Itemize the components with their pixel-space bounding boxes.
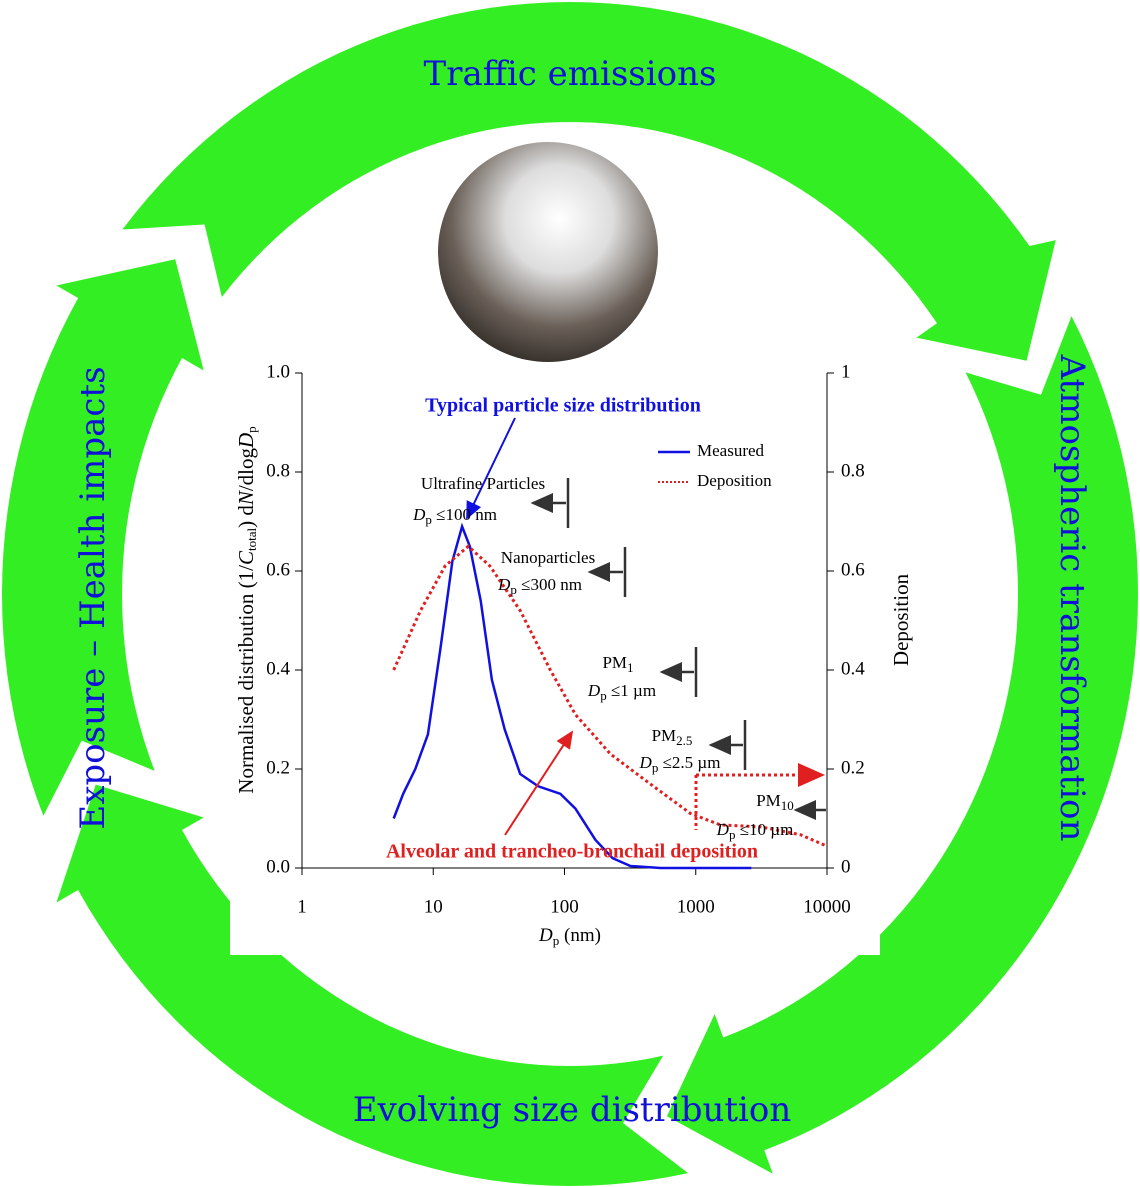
y2-tick-label: 1 bbox=[841, 361, 851, 382]
y2-tick-label: 0.2 bbox=[841, 757, 865, 778]
legend-entry: Measured bbox=[697, 441, 765, 460]
y2-axis-label: Deposition bbox=[889, 573, 913, 666]
size-limit: Dp ≤100 nm bbox=[412, 505, 497, 527]
y-tick-label: 0.0 bbox=[266, 856, 290, 877]
size-class: Ultrafine Particles bbox=[421, 474, 545, 493]
size-limit: Dp ≤1 µm bbox=[587, 681, 656, 703]
y2-tick-label: 0.6 bbox=[841, 559, 865, 580]
x-tick-label: 100 bbox=[550, 896, 579, 917]
y-tick-label: 0.8 bbox=[266, 460, 290, 481]
x-tick-label: 10 bbox=[424, 896, 443, 917]
annotation: Alveolar and trancheo-bronchail depositi… bbox=[386, 841, 758, 863]
size-class: Nanoparticles bbox=[501, 548, 595, 567]
size-limit: Dp ≤2.5 µm bbox=[639, 753, 721, 775]
x-axis-label: Dp (nm) bbox=[538, 925, 601, 948]
y-tick-label: 0.4 bbox=[266, 658, 290, 679]
x-tick-label: 1000 bbox=[677, 896, 715, 917]
size-limit: Dp ≤300 nm bbox=[497, 575, 582, 597]
annotation: Typical particle size distribution bbox=[425, 395, 701, 417]
y2-tick-label: 0.8 bbox=[841, 460, 865, 481]
y2-tick-label: 0.4 bbox=[841, 658, 865, 679]
cycle-label: Evolving size distribution bbox=[353, 1090, 792, 1130]
page: {"cycle":{"labels":["Traffic emissions",… bbox=[0, 0, 1140, 1187]
x-tick-label: 10000 bbox=[803, 896, 851, 917]
size-limit: Dp ≤10 µm bbox=[716, 820, 794, 842]
y-axis-label: Normalised distribution (1/Ctotal) dN/dl… bbox=[234, 426, 259, 793]
x-tick-label: 1 bbox=[297, 896, 307, 917]
y-tick-label: 1.0 bbox=[266, 361, 290, 382]
legend-entry: Deposition bbox=[697, 471, 772, 490]
y-tick-label: 0.2 bbox=[266, 757, 290, 778]
cycle-label: Exposure – Health impacts bbox=[73, 366, 113, 829]
figure: Traffic emissions Atmospheric transforma… bbox=[0, 0, 1140, 1187]
exhaust-photo bbox=[438, 142, 658, 362]
chart-background bbox=[230, 365, 880, 955]
cycle-label: Traffic emissions bbox=[424, 54, 717, 94]
y-tick-label: 0.6 bbox=[266, 559, 290, 580]
cycle-label: Atmospheric transformation bbox=[1052, 354, 1092, 842]
y2-tick-label: 0 bbox=[841, 856, 851, 877]
